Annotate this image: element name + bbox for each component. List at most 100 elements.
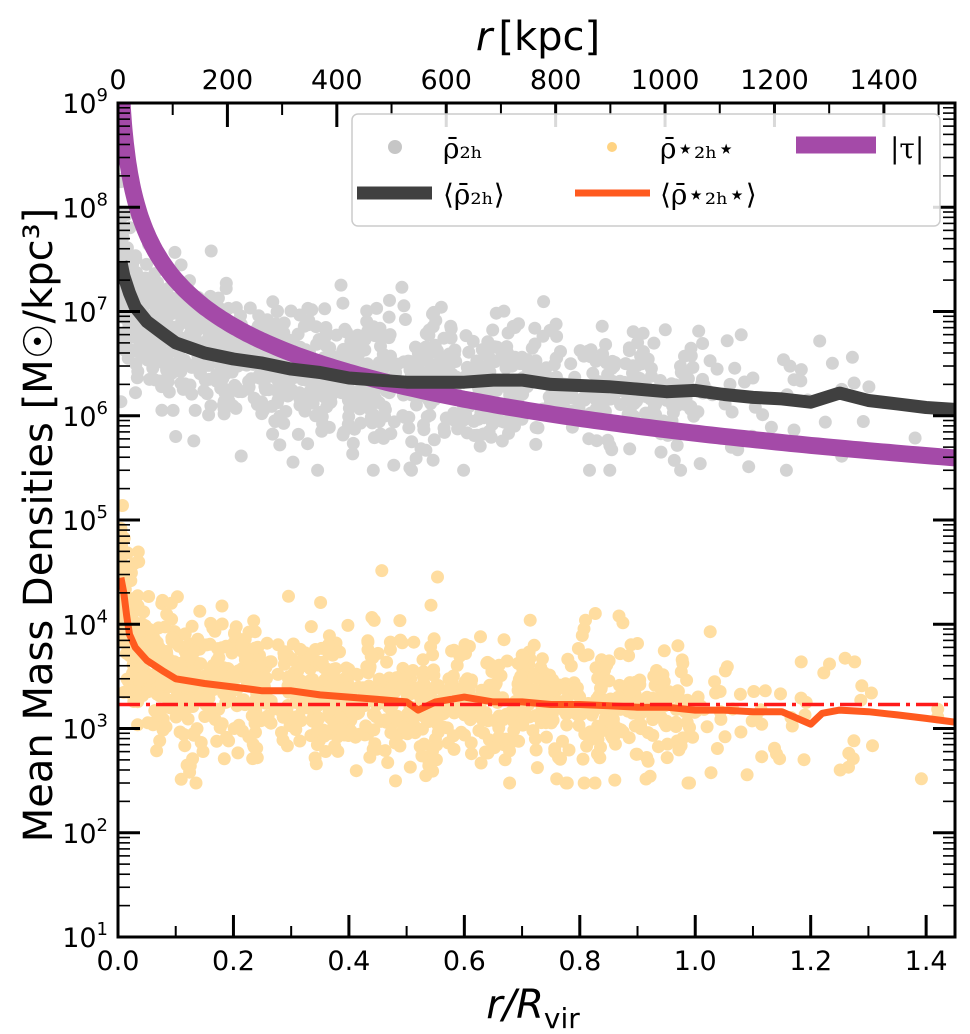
rho2hstar_scatter-point <box>720 660 734 674</box>
rho2h_scatter-point <box>209 368 223 382</box>
rho2hstar_scatter-point <box>399 667 413 681</box>
rho2h_scatter-point <box>336 344 350 358</box>
rho2hstar_scatter-point <box>155 646 169 660</box>
rho2h_scatter-point <box>312 333 326 346</box>
rho2h_scatter-point <box>165 307 179 321</box>
rho2h_scatter-point <box>140 340 154 354</box>
rho2hstar_scatter-point <box>286 711 299 725</box>
rho2hstar_scatter-point <box>571 688 585 702</box>
rho2hstar_scatter-point <box>160 646 174 660</box>
rho2h_scatter-point <box>725 405 739 419</box>
rho2h_scatter-point <box>212 335 225 349</box>
rho2h_scatter-point <box>279 405 293 418</box>
rho2h_scatter-point <box>818 415 832 429</box>
rho2h_scatter-point <box>118 230 130 244</box>
rho2h_scatter-point <box>425 345 439 359</box>
rho2hstar_scatter-point <box>604 715 618 729</box>
rho2hstar_scatter-point <box>617 683 631 697</box>
rho2h_scatter-point <box>746 371 760 385</box>
rho2hstar_scatter-point <box>190 722 204 736</box>
rho2hstar_scatter-point <box>187 663 201 676</box>
rho2h_scatter-point <box>589 392 603 406</box>
rho2hstar_scatter-point <box>260 636 274 650</box>
rho2h_scatter-point <box>477 411 491 425</box>
rho2hstar_scatter-point <box>367 723 381 737</box>
rho2h_scatter-point <box>423 408 437 422</box>
rho2h_scatter-point <box>357 383 371 397</box>
rho2hstar_scatter-point <box>794 691 808 705</box>
rho2h_scatter-point <box>584 350 597 364</box>
rho2hstar_scatter-point <box>346 705 360 719</box>
rho2hstar_scatter-point <box>309 643 323 657</box>
rho2h_scatter-point <box>219 367 233 381</box>
rho2hstar_scatter-point <box>458 708 471 722</box>
rho2h_scatter-point <box>362 385 376 398</box>
x-tick-label: 0.8 <box>558 946 601 977</box>
rho2hstar_scatter-point <box>375 564 389 578</box>
rho2h_scatter-point <box>118 251 128 264</box>
rho2h_scatter-point <box>281 379 295 393</box>
rho2hstar_scatter-point <box>537 666 551 680</box>
rho2hstar_scatter-point <box>384 710 398 724</box>
rho2hstar_scatter-point <box>259 660 273 674</box>
rho2h_scatter-point <box>742 460 756 474</box>
rho2hstar_scatter-point <box>215 717 229 731</box>
rho2h_scatter-point <box>342 410 356 423</box>
rho2h_scatter-point <box>586 366 600 380</box>
rho2h_scatter-point <box>178 353 192 367</box>
rho2h_scatter-point <box>131 364 145 378</box>
rho2h_scatter-point <box>185 387 199 401</box>
rho2hstar_scatter-point <box>118 636 131 650</box>
rho2h_scatter-point <box>273 382 287 396</box>
rho2h_scatter-point <box>305 389 319 403</box>
rho2h_scatter-point <box>159 313 173 327</box>
rho2h_scatter-point <box>397 299 411 313</box>
rho2hstar_scatter-point <box>366 742 380 756</box>
rho2hstar_scatter-point <box>246 674 260 688</box>
rho2h_scatter-point <box>162 385 176 399</box>
rho2h_scatter-point <box>412 364 426 378</box>
rho2hstar_scatter-point <box>283 719 297 733</box>
rho2h_scatter-point <box>277 316 291 330</box>
rho2h_scatter-point <box>167 364 181 378</box>
rho2h_scatter-point <box>297 319 311 333</box>
rho2h_scatter-point <box>539 361 553 375</box>
rho2h_scatter-point <box>216 363 230 377</box>
rho2h_scatter-point <box>779 463 793 477</box>
rho2h_scatter-point <box>422 364 436 378</box>
rho2h_scatter-point <box>472 411 486 425</box>
rho2h_scatter-point <box>585 389 599 403</box>
rho2hstar_scatter-point <box>326 648 340 662</box>
rho2hstar_scatter-point <box>131 599 145 613</box>
rho2hstar_scatter-point <box>669 715 683 729</box>
rho2h_scatter-point <box>118 240 128 254</box>
rho2h_scatter-point <box>152 374 166 388</box>
rho2h_scatter-point <box>497 415 511 429</box>
rho2hstar_scatter-point <box>135 617 149 630</box>
rho2h_scatter-point <box>593 401 607 415</box>
rho2h_scatter-point <box>219 282 233 295</box>
rho2h_scatter-point <box>284 304 298 318</box>
rho2h_scatter-point <box>603 463 617 477</box>
rho2hstar_scatter-point <box>250 751 264 765</box>
rho2h_scatter-point <box>395 280 409 294</box>
rho2h_scatter-point <box>479 347 493 361</box>
rho2h_scatter-point <box>302 314 316 327</box>
rho2h_scatter-point <box>500 340 514 354</box>
rho2hstar_scatter-point <box>404 672 418 686</box>
rho2hstar_scatter-point <box>248 716 262 730</box>
rho2hstar_scatter-point <box>145 669 159 683</box>
rho2hstar_scatter-point <box>389 671 403 685</box>
rho2hstar_scatter-point <box>246 650 259 664</box>
rho2h_scatter-point <box>303 385 317 398</box>
rho2hstar_scatter-point <box>640 751 654 764</box>
rho2hstar_scatter-point <box>251 662 265 676</box>
rho2h_scatter-point <box>147 295 161 309</box>
rho2h_scatter-point <box>160 314 173 328</box>
rho2hstar_scatter-point <box>352 727 366 741</box>
rho2h_scatter-point <box>448 343 462 357</box>
rho2hstar_scatter-point <box>363 750 377 764</box>
rho2hstar_scatter-point <box>575 629 589 642</box>
rho2hstar_scatter-point <box>513 707 527 721</box>
rho2hstar_scatter-point <box>443 681 457 695</box>
